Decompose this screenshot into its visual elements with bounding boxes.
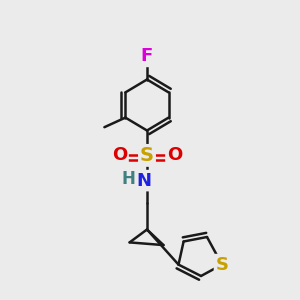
Text: F: F: [141, 47, 153, 65]
Text: S: S: [215, 256, 229, 274]
Text: O: O: [167, 146, 182, 164]
Text: S: S: [140, 146, 154, 165]
Text: N: N: [136, 172, 151, 190]
Text: O: O: [112, 146, 127, 164]
Text: H: H: [122, 170, 135, 188]
